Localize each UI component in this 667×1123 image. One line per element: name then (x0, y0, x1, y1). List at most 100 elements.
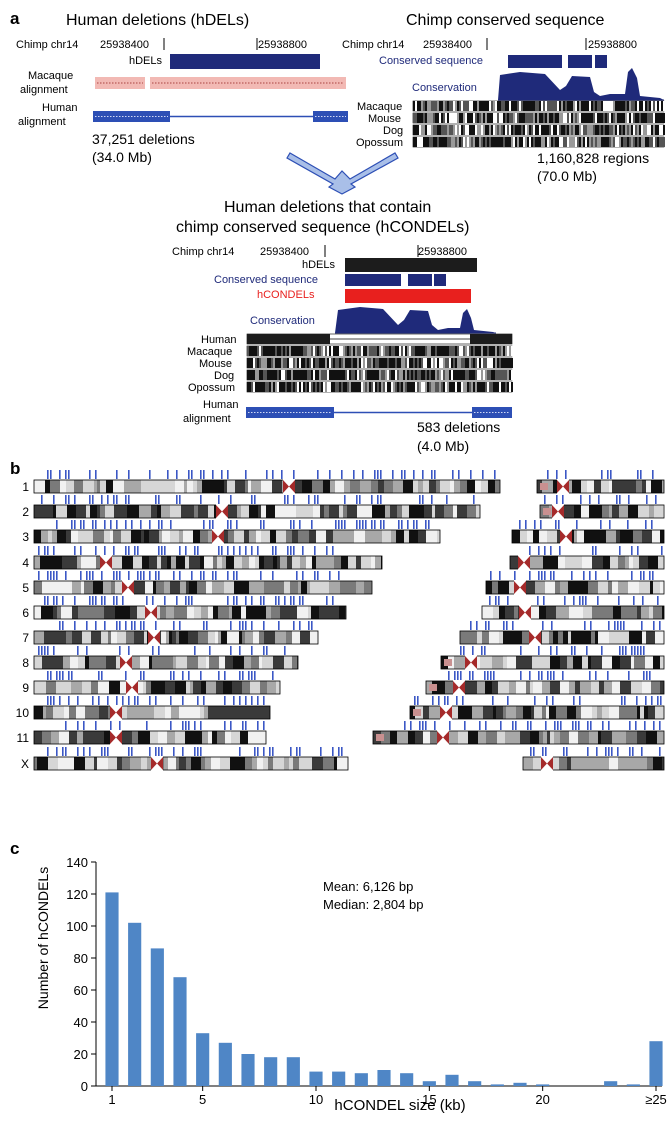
histogram-bar (218, 1042, 232, 1086)
left-macaque-alignment-label: alignment (20, 84, 68, 96)
chromosome-label: X (21, 757, 29, 771)
merge-arrow (286, 152, 399, 195)
x-tick-label: 1 (108, 1092, 115, 1107)
bottom-human-alignment-label: alignment (183, 413, 231, 425)
y-tick-label: 80 (74, 951, 88, 966)
bottom-hcondels-bar (345, 289, 471, 303)
left-human-label: Human (42, 102, 77, 114)
left-macaque-alignment-bar (95, 77, 145, 89)
histogram-bar (150, 948, 164, 1086)
chromosome-label: 4 (22, 556, 29, 570)
histogram-bar (173, 977, 187, 1086)
x-tick-label: 10 (309, 1092, 323, 1107)
chart-ylabel: Number of hCONDELs (35, 867, 51, 1009)
bottom-pos2: 25938800 (418, 246, 467, 258)
bottom-conservation-label: Conservation (250, 315, 315, 327)
hcondels-count: 583 deletions (417, 419, 500, 435)
right-pos2: 25938800 (588, 39, 637, 51)
bottom-species-human: Human (201, 334, 236, 346)
bottom-hdels-label: hDELs (302, 259, 336, 271)
histogram-bar (400, 1073, 414, 1086)
left-chrom-label: Chimp chr14 (16, 39, 78, 51)
histogram-bar (264, 1057, 278, 1086)
chromosome-label: 9 (22, 681, 29, 695)
bottom-species-dog: Dog (214, 370, 234, 382)
panel-c-label: c (10, 839, 19, 858)
bottom-species-macaque: Macaque (187, 346, 232, 358)
histogram-bar (332, 1071, 346, 1086)
left-macaque-label: Macaque (28, 70, 73, 82)
histogram-bar (286, 1057, 300, 1086)
bottom-conservation-plot (335, 307, 496, 333)
chromosome-label: 8 (22, 656, 29, 670)
histogram-bar (309, 1071, 323, 1086)
bottom-alignment-tracks (246, 333, 513, 393)
histogram-bar (513, 1082, 527, 1086)
bottom-chrom-label: Chimp chr14 (172, 246, 234, 258)
left-hdels-bar (170, 54, 320, 69)
chart-mean: Mean: 6,126 bp (323, 879, 413, 894)
left-pos2: 25938800 (258, 39, 307, 51)
histogram-bar (649, 1041, 663, 1086)
chromosome-label: 1 (22, 480, 29, 494)
hcondels-size: (4.0 Mb) (417, 438, 469, 454)
histogram-bar (196, 1033, 210, 1086)
right-species-mouse: Mouse (368, 113, 401, 125)
y-tick-label: 0 (81, 1079, 88, 1094)
y-tick-label: 40 (74, 1015, 88, 1030)
left-human-alignment-label: alignment (18, 116, 66, 128)
hdels-title: Human deletions (hDELs) (66, 12, 249, 29)
y-tick-label: 100 (66, 919, 88, 934)
histogram-bar (377, 1070, 391, 1086)
histogram-bar (422, 1081, 436, 1086)
regions-size: (70.0 Mb) (537, 168, 597, 184)
right-conservation-label: Conservation (412, 82, 477, 94)
bottom-species-mouse: Mouse (199, 358, 232, 370)
right-species-dog: Dog (383, 125, 403, 137)
chromosome-label: 11 (17, 731, 30, 745)
bottom-human-label: Human (203, 399, 238, 411)
right-species-macaque: Macaque (357, 101, 402, 113)
right-alignment-tracks (412, 100, 665, 148)
hcondels-title-1: Human deletions that contain (224, 199, 431, 216)
bottom-pos1: 25938400 (260, 246, 309, 258)
chromosome-ideograms: 12222132041951861771681591410131112XY (16, 470, 665, 771)
x-tick-label: 20 (535, 1092, 549, 1107)
bottom-species-opossum: Opossum (188, 382, 235, 394)
hdels-size: (34.0 Mb) (92, 149, 152, 165)
y-tick-label: 120 (66, 887, 88, 902)
hdels-count: 37,251 deletions (92, 131, 195, 147)
histogram-bar (105, 892, 119, 1086)
histogram-bar (241, 1054, 255, 1086)
chromosome-label: 10 (16, 706, 30, 720)
y-tick-label: 60 (74, 983, 88, 998)
histogram-bar (490, 1084, 504, 1086)
right-conserved-track-label: Conserved sequence (379, 55, 483, 67)
histogram-bar (604, 1081, 618, 1086)
chromosome-label: 5 (22, 581, 29, 595)
chromosome-label: 7 (22, 631, 29, 645)
y-tick-label: 20 (74, 1047, 88, 1062)
chromosome-label: 2 (22, 505, 29, 519)
left-pos1: 25938400 (100, 39, 149, 51)
chart-xlabel: hCONDEL size (kb) (334, 1097, 465, 1114)
x-tick-label: ≥25 (645, 1092, 667, 1107)
right-chrom-label: Chimp chr14 (342, 39, 404, 51)
right-pos1: 25938400 (423, 39, 472, 51)
left-hdels-track-label: hDELs (129, 55, 163, 67)
x-tick-label: 15 (422, 1092, 436, 1107)
chromosome-label: 3 (22, 530, 29, 544)
panel-b-label: b (10, 459, 20, 478)
y-tick-label: 140 (66, 855, 88, 870)
bottom-hdels-bar (345, 258, 477, 272)
histogram-bar (445, 1074, 459, 1086)
x-tick-label: 5 (199, 1092, 206, 1107)
bottom-hcondels-label: hCONDELs (257, 289, 315, 301)
right-species-opossum: Opossum (356, 137, 403, 149)
chromosome-label: 6 (22, 606, 29, 620)
histogram-bar (626, 1084, 640, 1086)
hcondels-title-2: chimp conserved sequence (hCONDELs) (176, 219, 469, 236)
right-conservation-plot (498, 68, 664, 100)
chart-median: Median: 2,804 bp (323, 897, 423, 912)
